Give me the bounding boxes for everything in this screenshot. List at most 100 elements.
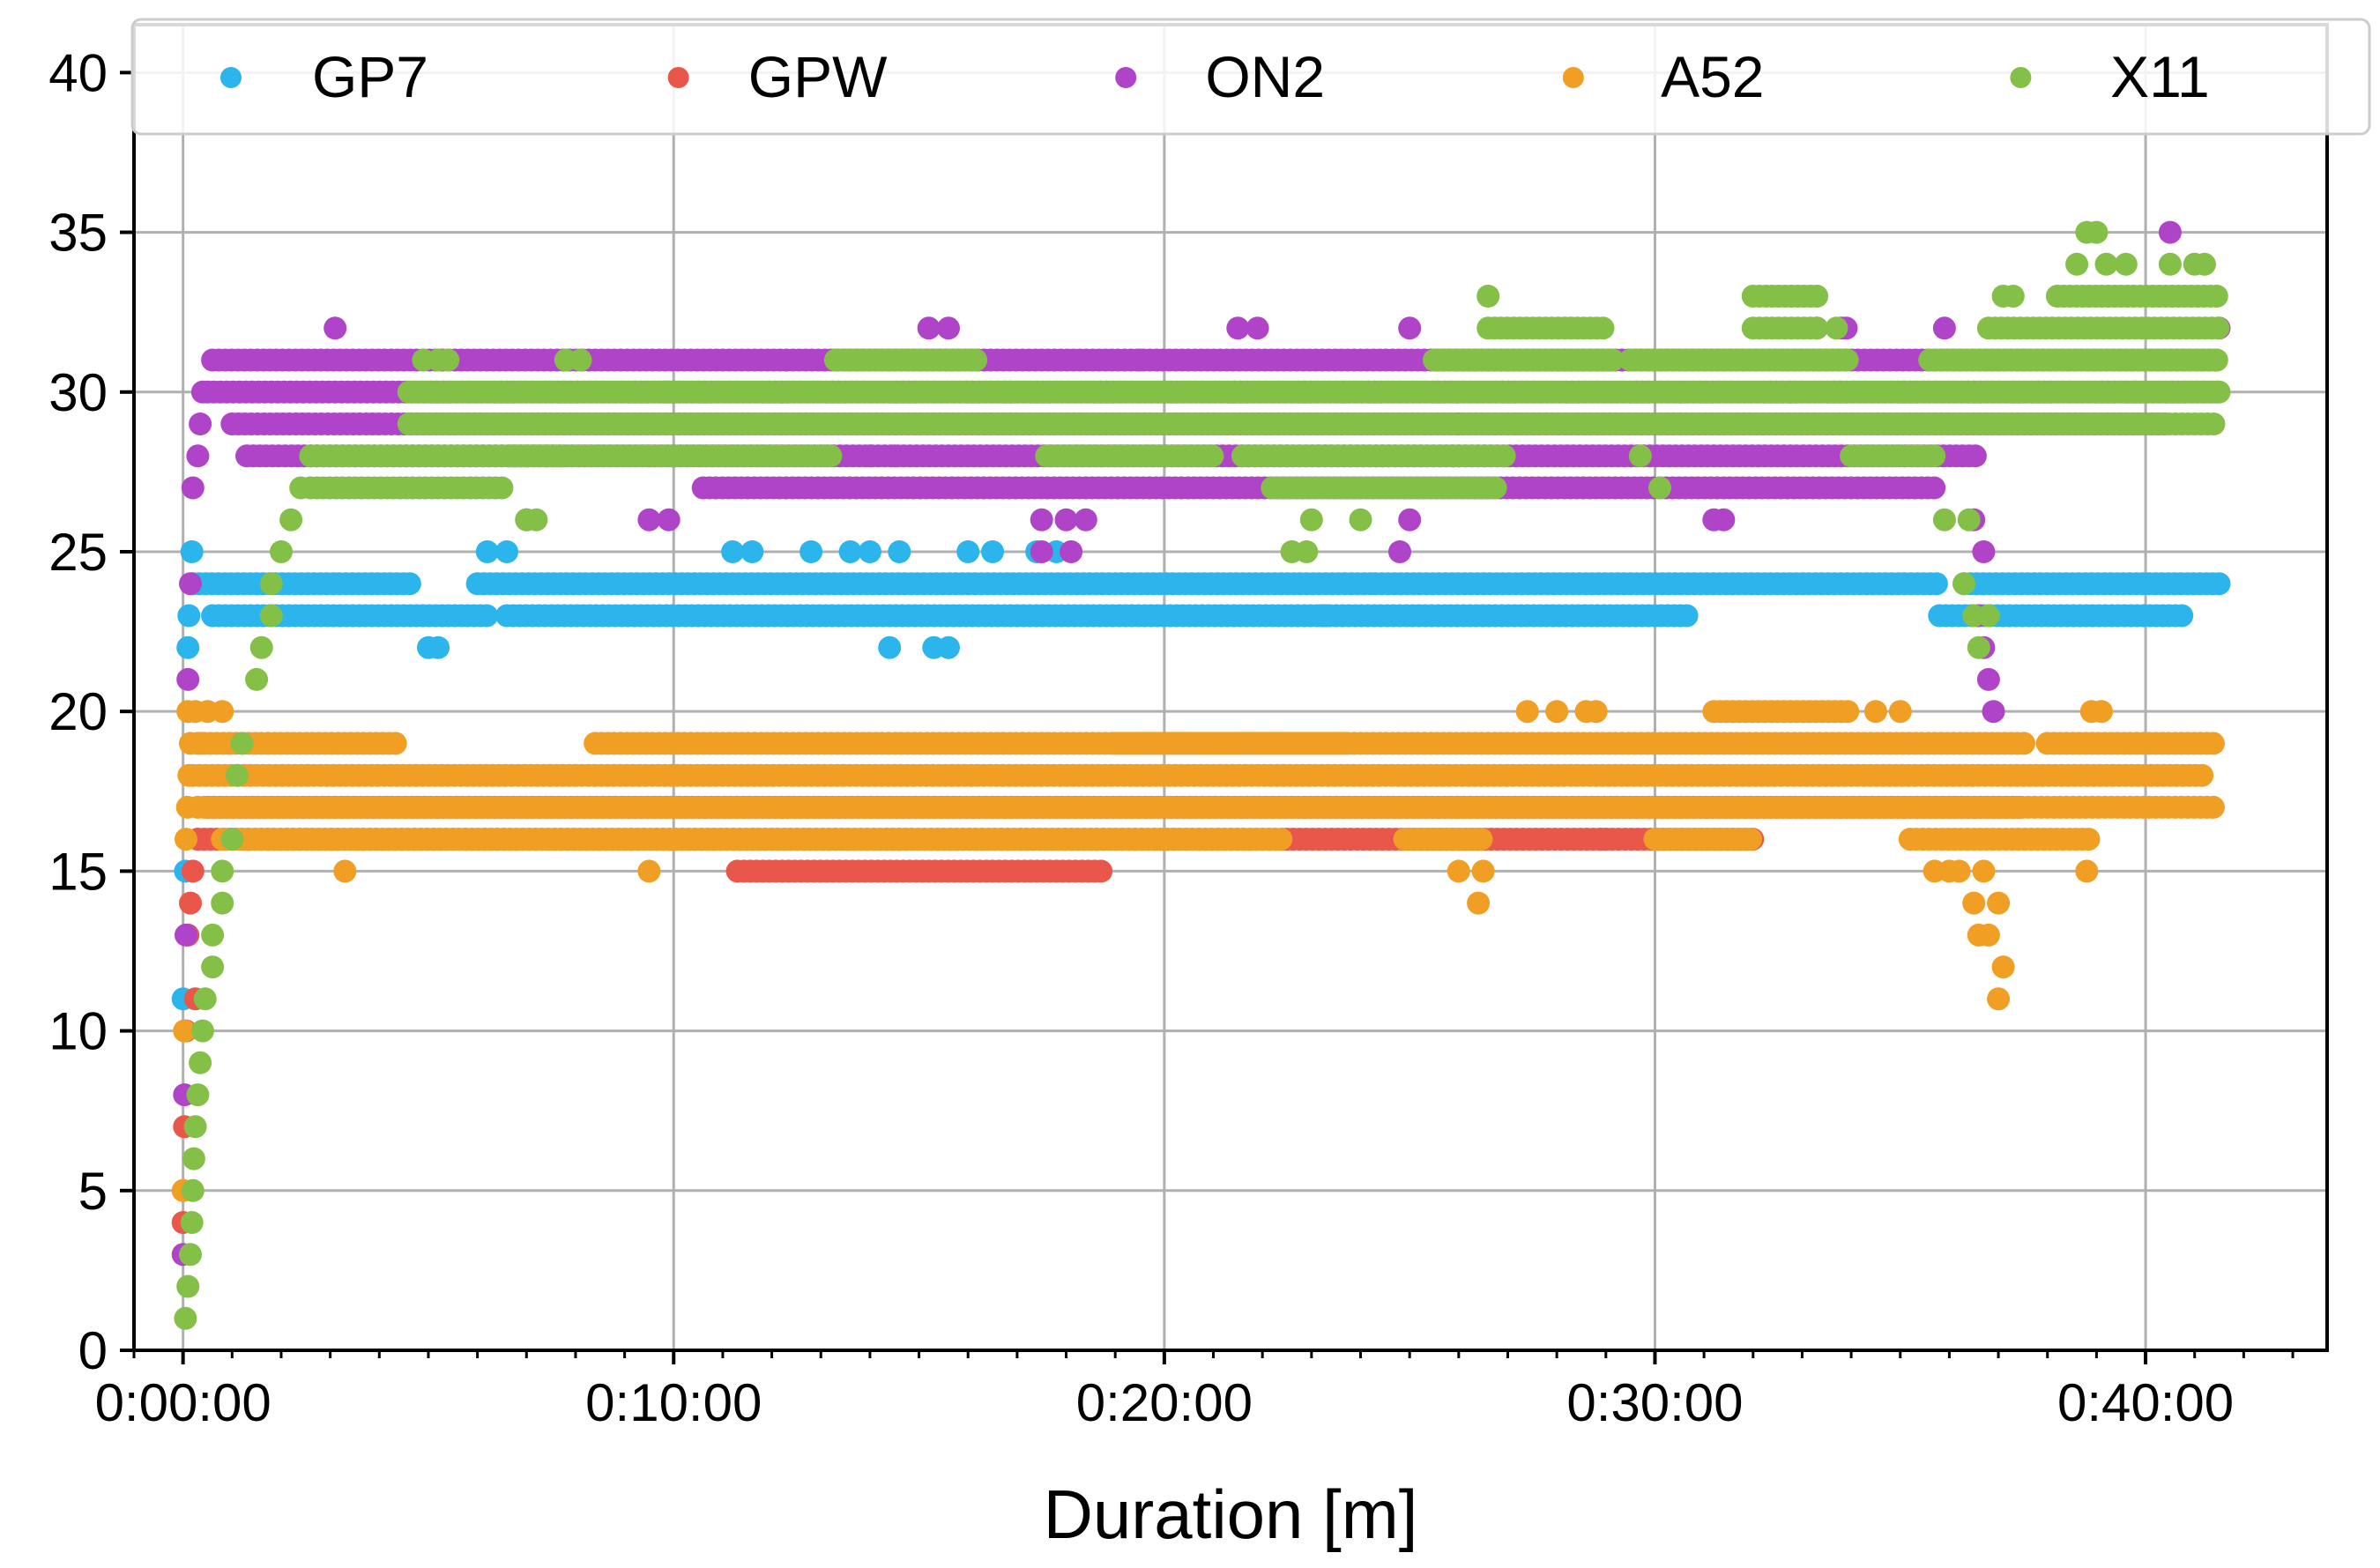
data-point bbox=[249, 635, 273, 659]
data-point bbox=[176, 635, 200, 659]
data-point bbox=[270, 540, 293, 563]
data-point bbox=[1030, 540, 1053, 563]
data-point bbox=[1739, 828, 1762, 851]
data-point bbox=[245, 667, 269, 691]
data-point bbox=[230, 732, 254, 755]
data-point bbox=[1836, 700, 1860, 724]
data-point bbox=[1060, 540, 1083, 563]
data-point bbox=[189, 412, 212, 435]
data-point bbox=[176, 700, 200, 724]
data-point bbox=[1476, 285, 1500, 308]
data-point bbox=[858, 540, 881, 563]
data-point bbox=[1584, 700, 1608, 724]
data-point bbox=[1675, 604, 1699, 628]
data-point bbox=[1090, 859, 1113, 883]
data-point bbox=[1545, 700, 1569, 724]
data-point bbox=[1863, 700, 1887, 724]
data-point bbox=[882, 444, 906, 468]
data-point bbox=[1333, 732, 1357, 755]
data-point bbox=[1246, 316, 1269, 340]
data-point bbox=[1469, 828, 1493, 851]
data-point bbox=[190, 1019, 214, 1043]
data-point bbox=[1805, 285, 1829, 308]
data-point bbox=[1628, 444, 1652, 468]
data-point bbox=[176, 667, 200, 691]
data-point bbox=[637, 859, 661, 883]
data-point bbox=[1712, 508, 1736, 531]
data-point bbox=[637, 508, 661, 531]
data-point bbox=[211, 700, 234, 724]
data-point bbox=[1972, 859, 1996, 883]
data-point bbox=[1054, 508, 1078, 531]
data-point bbox=[524, 508, 548, 531]
data-point bbox=[1467, 891, 1491, 915]
data-points bbox=[171, 220, 2231, 1330]
data-point bbox=[2205, 348, 2228, 372]
data-point bbox=[981, 540, 1004, 563]
data-point bbox=[1398, 316, 1422, 340]
data-point bbox=[1030, 508, 1053, 531]
data-point bbox=[2205, 285, 2228, 308]
data-point bbox=[1201, 444, 1224, 468]
data-point bbox=[181, 476, 205, 500]
data-point bbox=[175, 923, 197, 947]
data-point bbox=[173, 1019, 197, 1043]
data-point bbox=[189, 1051, 212, 1074]
data-point bbox=[179, 572, 202, 596]
data-point bbox=[183, 1115, 207, 1139]
data-point bbox=[225, 763, 249, 787]
data-point bbox=[838, 540, 862, 563]
data-point bbox=[1962, 891, 1986, 915]
data-point bbox=[2207, 572, 2231, 596]
data-point bbox=[475, 604, 499, 628]
data-point bbox=[2190, 763, 2214, 787]
data-point bbox=[177, 604, 201, 628]
data-point bbox=[333, 859, 357, 883]
data-point bbox=[475, 540, 499, 563]
data-point bbox=[180, 540, 204, 563]
data-point bbox=[1982, 700, 2005, 724]
data-point bbox=[2077, 828, 2101, 851]
data-point bbox=[917, 316, 941, 340]
data-point bbox=[176, 1274, 200, 1298]
data-point bbox=[211, 859, 234, 883]
series-x11 bbox=[174, 220, 2231, 1330]
data-point bbox=[1888, 700, 1912, 724]
data-point bbox=[211, 891, 234, 915]
data-point bbox=[181, 1178, 205, 1202]
data-point bbox=[1447, 859, 1470, 883]
data-point bbox=[1128, 348, 1151, 372]
data-point bbox=[1987, 891, 2011, 915]
data-point bbox=[569, 348, 592, 372]
data-point bbox=[201, 923, 225, 947]
data-point bbox=[186, 1083, 210, 1107]
data-point bbox=[201, 955, 225, 979]
data-point bbox=[1947, 859, 1971, 883]
data-point bbox=[1963, 444, 1987, 468]
data-point bbox=[279, 508, 303, 531]
data-point bbox=[1991, 955, 2015, 979]
data-point bbox=[179, 891, 202, 915]
data-point bbox=[1074, 508, 1097, 531]
data-point bbox=[1957, 508, 1981, 531]
data-point bbox=[2201, 732, 2225, 755]
data-point bbox=[878, 635, 902, 659]
data-point bbox=[1226, 316, 1250, 340]
data-point bbox=[1398, 508, 1422, 531]
data-point bbox=[1976, 667, 2000, 691]
data-point bbox=[1825, 316, 1848, 340]
data-point bbox=[1835, 348, 1859, 372]
data-point bbox=[182, 1147, 205, 1170]
data-point bbox=[179, 1243, 202, 1267]
data-point bbox=[180, 1211, 204, 1234]
data-point bbox=[937, 635, 960, 659]
data-point bbox=[1648, 476, 1671, 500]
data-point bbox=[657, 508, 681, 531]
data-point bbox=[383, 732, 407, 755]
data-point bbox=[2170, 604, 2194, 628]
data-point bbox=[398, 572, 421, 596]
data-point bbox=[1987, 987, 2011, 1011]
data-point bbox=[220, 828, 244, 851]
data-point bbox=[1269, 828, 1293, 851]
